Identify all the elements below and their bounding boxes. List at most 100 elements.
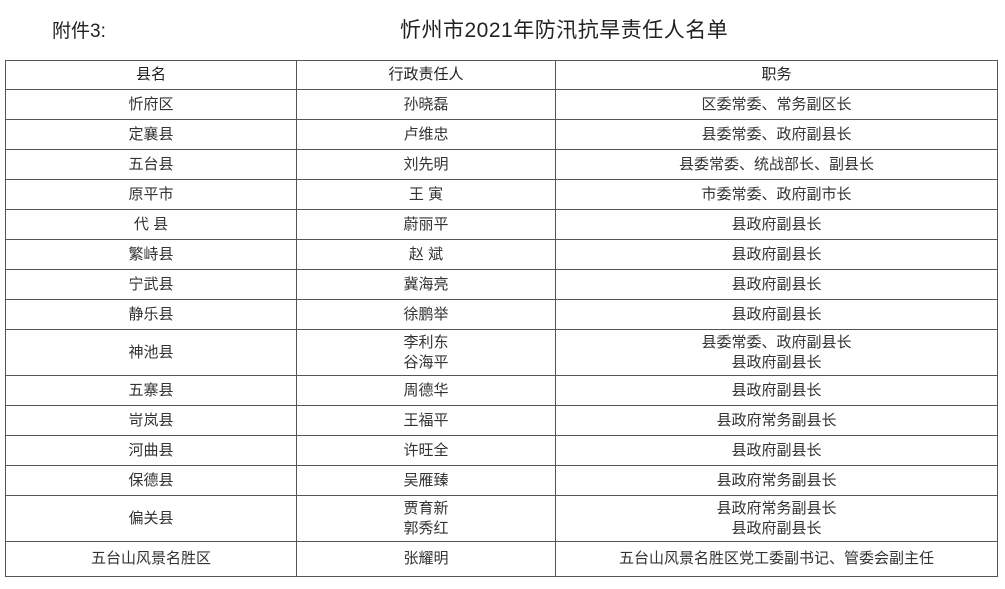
position-cell-line: 县委常委、政府副县长 <box>701 125 852 143</box>
table-row: 岢岚县 王福平 县政府常务副县长 <box>5 405 998 436</box>
person-cell: 许旺全 <box>296 435 556 466</box>
attachment-label: 附件3: <box>52 21 106 42</box>
county-cell: 宁武县 <box>5 269 297 300</box>
county-cell: 岢岚县 <box>5 405 297 436</box>
table-row: 忻府区 孙晓磊 区委常委、常务副区长 <box>5 89 998 120</box>
person-cell-line: 赵 斌 <box>408 245 444 263</box>
person-cell-line: 冀海亮 <box>403 275 449 293</box>
person-cell: 赵 斌 <box>296 239 556 270</box>
page-title: 忻州市2021年防汛抗旱责任人名单 <box>400 19 729 42</box>
person-cell-line: 谷海平 <box>403 353 449 371</box>
position-cell: 县政府副县长 <box>555 299 998 330</box>
person-cell-line: 卢维忠 <box>403 125 449 143</box>
position-cell-line: 县政府副县长 <box>731 519 822 537</box>
position-cell-line: 县政府常务副县长 <box>716 471 837 489</box>
header-county: 县名 <box>5 60 297 90</box>
person-cell: 孙晓磊 <box>296 89 556 120</box>
position-cell-line: 县政府副县长 <box>731 245 822 263</box>
position-cell: 县政府副县长 <box>555 435 998 466</box>
person-cell: 贾育新 郭秀红 <box>296 495 556 542</box>
position-cell: 县委常委、政府副县长 <box>555 119 998 150</box>
person-cell: 王 寅 <box>296 179 556 210</box>
person-cell: 周德华 <box>296 375 556 406</box>
position-cell: 县政府常务副县长 <box>555 465 998 496</box>
person-cell: 李利东 谷海平 <box>296 329 556 376</box>
position-cell-line: 五台山风景名胜区党工委副书记、管委会副主任 <box>618 550 934 567</box>
person-cell-line: 李利东 <box>403 333 449 351</box>
position-cell: 县政府常务副县长 <box>555 405 998 436</box>
county-cell: 代 县 <box>5 209 297 240</box>
table-row: 宁武县 冀海亮 县政府副县长 <box>5 269 998 300</box>
table-row: 代 县 蔚丽平 县政府副县长 <box>5 209 998 240</box>
county-cell: 五台山风景名胜区 <box>5 541 297 577</box>
person-cell-line: 孙晓磊 <box>403 95 449 113</box>
county-cell: 神池县 <box>5 329 297 376</box>
person-cell: 王福平 <box>296 405 556 436</box>
county-cell: 偏关县 <box>5 495 297 542</box>
header-person: 行政责任人 <box>296 60 556 90</box>
person-cell: 徐鹏举 <box>296 299 556 330</box>
person-cell-line: 王 寅 <box>408 185 444 203</box>
table-row: 五台山风景名胜区 张耀明 五台山风景名胜区党工委副书记、管委会副主任 <box>5 541 998 577</box>
position-cell: 县政府副县长 <box>555 239 998 270</box>
person-cell: 冀海亮 <box>296 269 556 300</box>
person-cell-line: 蔚丽平 <box>403 215 449 233</box>
person-cell: 吴雁臻 <box>296 465 556 496</box>
county-cell: 保德县 <box>5 465 297 496</box>
table-row: 偏关县 贾育新 郭秀红 县政府常务副县长 县政府副县长 <box>5 495 998 542</box>
county-cell: 五寨县 <box>5 375 297 406</box>
position-cell: 五台山风景名胜区党工委副书记、管委会副主任 <box>555 541 998 577</box>
person-cell-line: 贾育新 <box>403 499 449 517</box>
person-cell-line: 刘先明 <box>403 155 449 173</box>
position-cell: 区委常委、常务副区长 <box>555 89 998 120</box>
position-cell: 县政府副县长 <box>555 209 998 240</box>
position-cell-line: 县政府副县长 <box>731 381 822 399</box>
position-cell-line: 县政府副县长 <box>731 353 822 371</box>
table-header-row: 县名 行政责任人 职务 <box>5 60 998 90</box>
position-cell-line: 县政府副县长 <box>731 305 822 323</box>
county-cell: 原平市 <box>5 179 297 210</box>
position-cell-line: 县政府副县长 <box>731 275 822 293</box>
position-cell: 县委常委、政府副县长 县政府副县长 <box>555 329 998 376</box>
position-cell: 市委常委、政府副市长 <box>555 179 998 210</box>
person-cell-line: 许旺全 <box>403 441 449 459</box>
county-cell: 定襄县 <box>5 119 297 150</box>
county-cell: 河曲县 <box>5 435 297 466</box>
table-row: 五寨县 周德华 县政府副县长 <box>5 375 998 406</box>
person-cell-line: 王福平 <box>403 411 449 429</box>
person-cell: 蔚丽平 <box>296 209 556 240</box>
position-cell: 县委常委、统战部长、副县长 <box>555 149 998 180</box>
person-cell-line: 张耀明 <box>403 550 449 567</box>
person-cell: 张耀明 <box>296 541 556 577</box>
position-cell-line: 县政府副县长 <box>731 215 822 233</box>
table-row: 神池县 李利东 谷海平 县委常委、政府副县长 县政府副县长 <box>5 329 998 376</box>
person-cell-line: 周德华 <box>403 381 449 399</box>
table-row: 繁峙县 赵 斌 县政府副县长 <box>5 239 998 270</box>
position-cell-line: 区委常委、常务副区长 <box>701 95 852 113</box>
county-cell: 静乐县 <box>5 299 297 330</box>
person-cell: 刘先明 <box>296 149 556 180</box>
table-row: 河曲县 许旺全 县政府副县长 <box>5 435 998 466</box>
position-cell-line: 县政府常务副县长 <box>716 411 837 429</box>
position-cell-line: 县政府常务副县长 <box>716 499 837 517</box>
position-cell-line: 县委常委、统战部长、副县长 <box>678 155 874 173</box>
responsibility-table: 县名 行政责任人 职务 忻府区 孙晓磊 区委常委、常务副区长 定襄县 卢维忠 县委常委、政… <box>5 60 998 577</box>
person-cell: 卢维忠 <box>296 119 556 150</box>
county-cell: 忻府区 <box>5 89 297 120</box>
header-position: 职务 <box>555 60 998 90</box>
table-row: 五台县 刘先明 县委常委、统战部长、副县长 <box>5 149 998 180</box>
position-cell: 县政府副县长 <box>555 375 998 406</box>
position-cell-line: 县委常委、政府副县长 <box>701 333 852 351</box>
position-cell-line: 市委常委、政府副市长 <box>701 185 852 203</box>
table-row: 保德县 吴雁臻 县政府常务副县长 <box>5 465 998 496</box>
county-cell: 繁峙县 <box>5 239 297 270</box>
person-cell-line: 郭秀红 <box>403 519 449 537</box>
person-cell-line: 吴雁臻 <box>403 471 449 489</box>
table-row: 静乐县 徐鹏举 县政府副县长 <box>5 299 998 330</box>
person-cell-line: 徐鹏举 <box>403 305 449 323</box>
table-row: 原平市 王 寅 市委常委、政府副市长 <box>5 179 998 210</box>
county-cell: 五台县 <box>5 149 297 180</box>
table-row: 定襄县 卢维忠 县委常委、政府副县长 <box>5 119 998 150</box>
position-cell: 县政府常务副县长 县政府副县长 <box>555 495 998 542</box>
position-cell-line: 县政府副县长 <box>731 441 822 459</box>
